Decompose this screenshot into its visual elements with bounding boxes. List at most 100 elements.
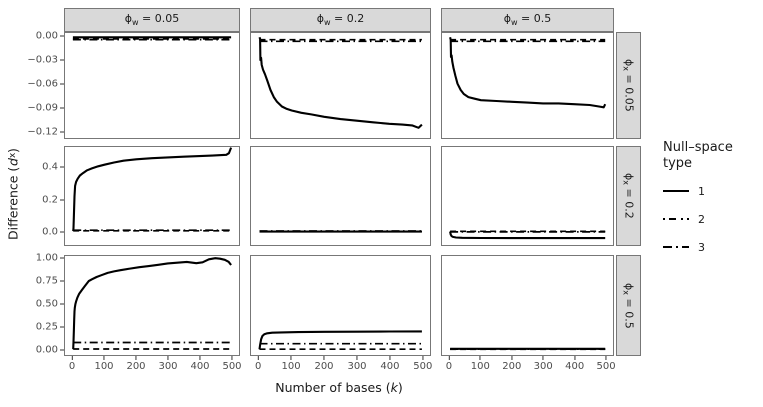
y-tick-mark — [60, 257, 64, 259]
y-tick-mark — [60, 349, 64, 351]
x-tick-label: 300 — [158, 361, 178, 372]
x-tick: 300 — [158, 356, 178, 372]
x-axis-title: Number of bases (k) — [64, 376, 614, 398]
x-axis-title-close: ) — [397, 380, 403, 395]
x-tick-mark — [199, 356, 201, 360]
x-tick-mark — [135, 356, 137, 360]
panel-plot — [449, 230, 606, 240]
y-tick-label: 0.25 — [35, 321, 58, 333]
x-tick-label: 400 — [565, 361, 585, 372]
panel-r2c1 — [64, 146, 240, 246]
y-axis-title: Difference (d x) — [5, 32, 21, 356]
x-tick: 400 — [380, 356, 399, 372]
y-tick-mark — [60, 107, 64, 109]
legend-item-label: 2 — [698, 212, 705, 226]
x-tick: 500 — [413, 356, 432, 372]
x-tick: 500 — [597, 356, 616, 372]
x-tick: 500 — [222, 356, 242, 372]
x-tick-label: 500 — [596, 361, 616, 372]
strip-label: ϕx = 0.5 — [621, 282, 636, 329]
x-tick-label: 500 — [222, 361, 242, 372]
y-tick-mark — [60, 131, 64, 133]
y-tick-label: −0.06 — [27, 78, 58, 90]
facet-grid: Difference (d x) ϕw = 0.05 ϕw = 0.2 ϕw = … — [6, 8, 641, 398]
legend-title: Null–space type — [663, 140, 759, 173]
x-tick-label: 500 — [413, 361, 433, 372]
y-tick: −0.09 — [27, 102, 64, 113]
strip-label: ϕw = 0.2 — [316, 12, 365, 28]
facet-row-strip-0.05: ϕx = 0.05 — [616, 32, 641, 139]
y-tick: −0.03 — [27, 54, 64, 65]
panel-plot — [72, 36, 232, 41]
y-tick-label: 0.75 — [35, 275, 58, 287]
panel-r3c3 — [441, 255, 614, 356]
x-tick: 100 — [282, 356, 301, 372]
y-tick-label: −0.12 — [27, 126, 58, 138]
y-tick-mark — [60, 59, 64, 61]
y-tick-mark — [60, 280, 64, 282]
y-tick: 0.50 — [36, 299, 64, 310]
y-axis-title-close: ) — [5, 148, 21, 154]
x-tick-label: 400 — [380, 361, 400, 372]
x-tick-label: 200 — [502, 361, 522, 372]
legend-item-3: 3 — [663, 241, 759, 254]
y-tick-mark — [60, 35, 64, 37]
y-tick-label: 0.2 — [42, 194, 58, 205]
x-tick: 400 — [190, 356, 210, 372]
y-tick: −0.12 — [27, 126, 64, 137]
y-tick-label: −0.09 — [27, 102, 58, 114]
legend-item-2: 2 — [663, 213, 759, 226]
x-tick-mark — [542, 356, 544, 360]
facet-col-strip-0.2: ϕw = 0.2 — [250, 8, 431, 32]
y-tick-label: 0.00 — [35, 30, 58, 42]
y-tick-mark — [60, 303, 64, 305]
y-axis-row-1: 0.00 −0.03 −0.06 −0.09 −0.12 — [20, 30, 64, 139]
y-tick-mark — [60, 326, 64, 328]
x-axis-col-2: 0 100 200 300 400 500 — [250, 356, 432, 376]
y-axis-title-text: Difference ( — [5, 166, 21, 240]
legend-key-solid-line-icon — [663, 190, 689, 192]
x-tick-label: 400 — [190, 361, 210, 372]
x-axis-col-3: 0 100 200 300 400 500 — [441, 356, 616, 376]
legend-item-1: 1 — [663, 185, 759, 198]
panel-plot — [72, 147, 233, 232]
y-tick-mark — [60, 166, 64, 168]
x-tick-mark — [605, 356, 607, 360]
y-tick: 1.00 — [36, 253, 64, 264]
panel-r1c2 — [250, 32, 431, 139]
facet-row-strip-0.5: ϕx = 0.5 — [616, 255, 641, 356]
x-tick: 0 — [446, 356, 452, 372]
x-tick-mark — [231, 356, 233, 360]
y-tick-label: 1.00 — [35, 252, 58, 264]
y-tick-mark — [60, 231, 64, 233]
x-tick-mark — [356, 356, 358, 360]
x-tick-label: 100 — [281, 361, 301, 372]
y-tick-label: 0.00 — [35, 344, 58, 356]
y-tick-mark — [60, 83, 64, 85]
x-tick-mark — [103, 356, 105, 360]
x-tick-label: 0 — [68, 361, 76, 372]
x-tick-mark — [422, 356, 424, 360]
facet-col-strip-0.05: ϕw = 0.05 — [64, 8, 240, 32]
y-tick: 0.2 — [42, 194, 64, 205]
legend-item-label: 1 — [698, 184, 705, 198]
y-tick: 0.00 — [36, 30, 64, 41]
x-tick-label: 100 — [94, 361, 114, 372]
legend-title-line2: type — [663, 156, 693, 172]
panel-r2c3 — [441, 146, 614, 246]
series-line-type-1 — [449, 231, 606, 240]
y-tick: 0.0 — [42, 227, 64, 238]
x-tick-mark — [323, 356, 325, 360]
y-tick: 0.75 — [36, 276, 64, 287]
x-tick-label: 200 — [314, 361, 334, 372]
x-axis-title-text: Number of bases ( — [275, 380, 391, 395]
x-tick-mark — [448, 356, 450, 360]
y-axis-row-2: 0.4 0.2 0.0 — [20, 146, 64, 246]
panel-plot — [449, 37, 607, 109]
legend: Null–space type 1 2 3 — [663, 140, 759, 269]
y-tick-label: 0.4 — [42, 161, 58, 173]
x-tick: 200 — [314, 356, 334, 372]
strip-label: ϕw = 0.05 — [124, 12, 180, 28]
panel-r1c1 — [64, 32, 240, 139]
x-tick-label: 0 — [255, 361, 262, 372]
